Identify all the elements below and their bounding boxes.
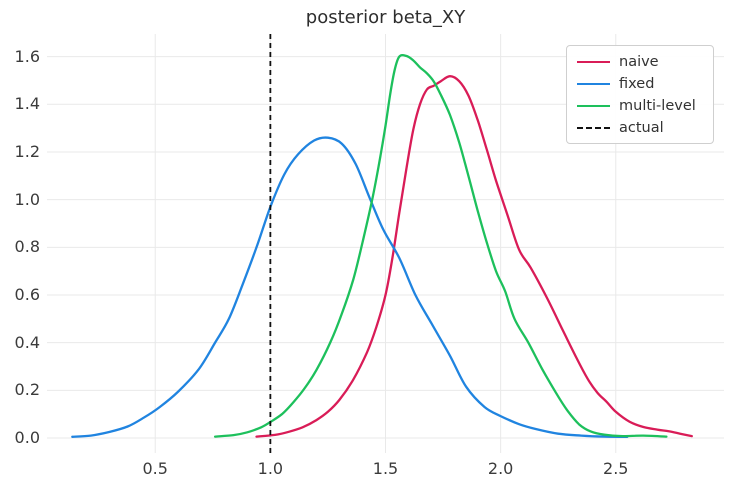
- y-tick-label: 1.4: [14, 94, 40, 114]
- y-tick-label: 0.8: [14, 237, 40, 257]
- y-tick-label: 0.4: [14, 332, 40, 352]
- x-tick-label: 0.5: [142, 459, 168, 478]
- legend-label: naive: [619, 53, 659, 70]
- y-tick-label: 1.2: [14, 141, 40, 161]
- multi-level-curve: [213, 54, 668, 438]
- chart-title: posterior beta_XY: [305, 7, 466, 28]
- y-tick-label: 0.2: [14, 380, 40, 400]
- legend-item-multi-level: multi-level: [577, 97, 703, 114]
- y-tick-label: 0.0: [14, 427, 40, 447]
- actual-dashed-line-icon: [577, 126, 610, 129]
- x-tick-label: 1.0: [257, 459, 284, 478]
- x-tick-label: 2.0: [487, 459, 514, 478]
- x-tick-label: 2.5: [603, 459, 629, 478]
- legend-item-naive: naive: [577, 53, 703, 70]
- y-tick-label: 1.6: [14, 46, 40, 66]
- naive-curve: [255, 75, 693, 438]
- multi-level-line-icon: [577, 104, 610, 107]
- legend-item-actual: actual: [577, 119, 703, 136]
- naive-line-icon: [577, 60, 610, 63]
- x-tick-label: 1.5: [372, 459, 399, 478]
- legend-label: actual: [619, 119, 664, 136]
- y-tick-label: 0.6: [14, 284, 40, 304]
- y-tick-label: 1.0: [14, 189, 40, 209]
- legend: naive fixed multi-level actual: [566, 45, 714, 144]
- legend-label: fixed: [619, 75, 655, 92]
- fixed-line-icon: [577, 82, 610, 85]
- legend-item-fixed: fixed: [577, 75, 703, 92]
- legend-label: multi-level: [619, 97, 696, 114]
- fixed-curve: [71, 136, 629, 438]
